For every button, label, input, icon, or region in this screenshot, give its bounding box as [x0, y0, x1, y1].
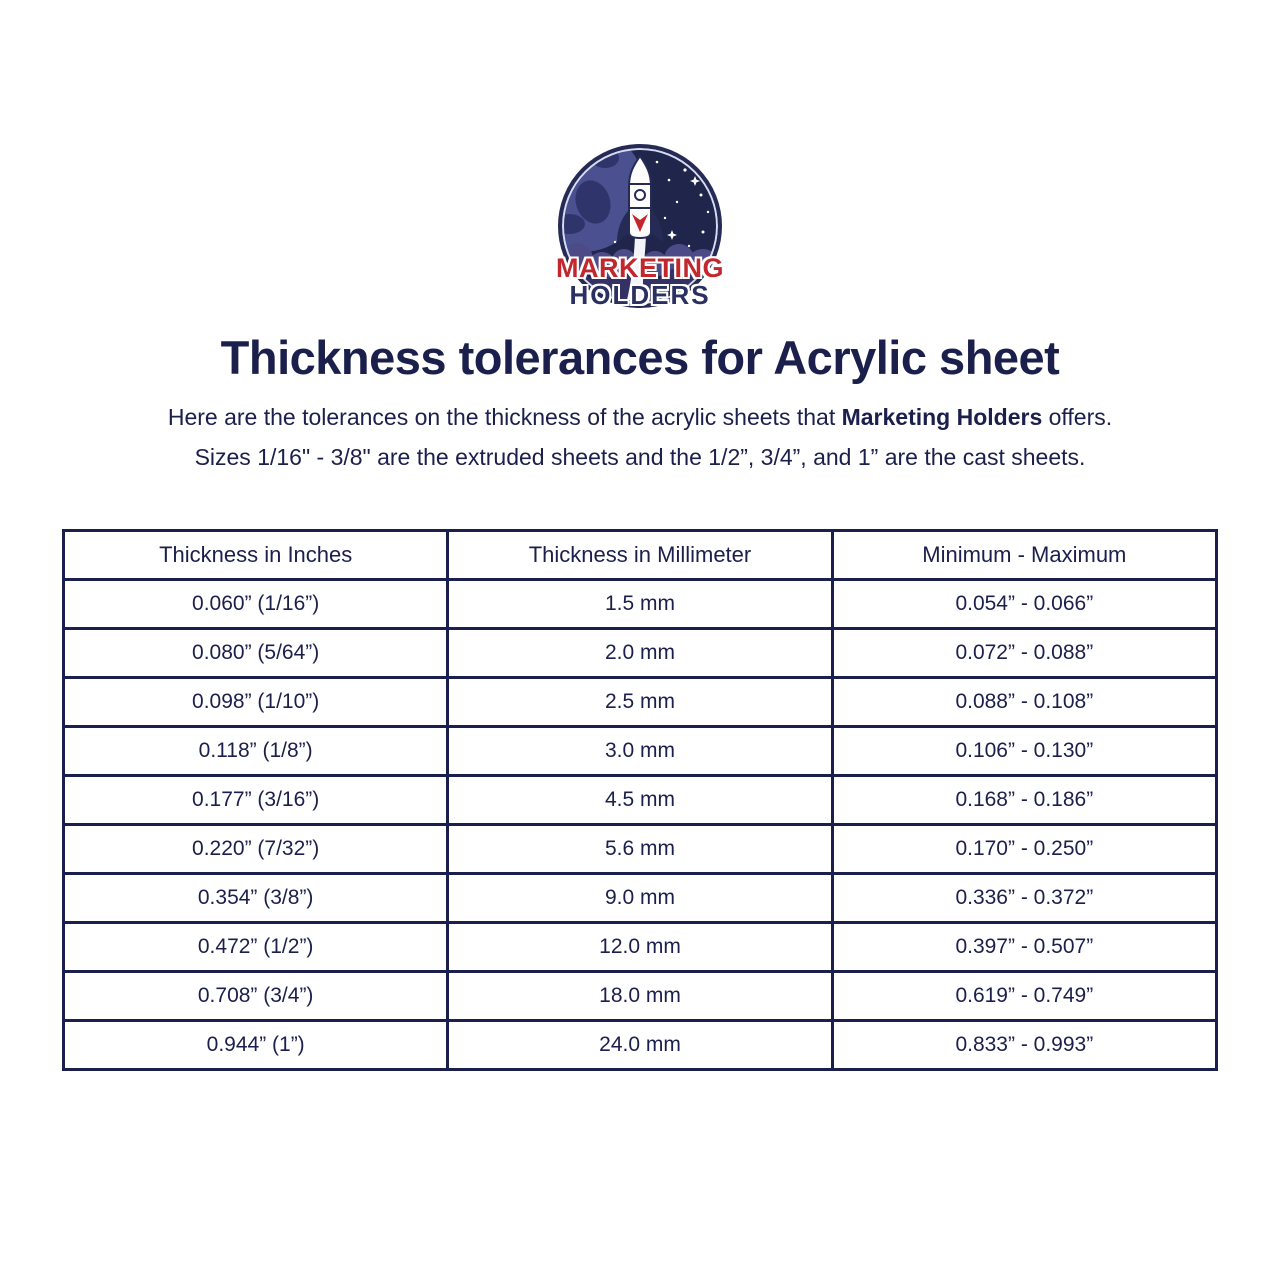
logo-rocket-globe-icon [558, 144, 722, 308]
cell-min-max: 0.088” - 0.108” [830, 676, 1219, 728]
table-row: 0.944” (1”) 24.0 mm 0.833” - 0.993” [61, 1019, 1219, 1071]
page-title: Thickness tolerances for Acrylic sheet [220, 331, 1060, 384]
table-row: 0.354” (3/8”) 9.0 mm 0.336” - 0.372” [61, 872, 1219, 924]
cell-min-max: 0.336” - 0.372” [830, 872, 1219, 924]
table-row: 0.080” (5/64”) 2.0 mm 0.072” - 0.088” [61, 627, 1219, 679]
intro-line-1-brand: Marketing Holders [841, 404, 1043, 430]
header-cell-min-max: Minimum - Maximum [830, 529, 1219, 581]
cell-min-max: 0.833” - 0.993” [830, 1019, 1219, 1071]
cell-min-max: 0.170” - 0.250” [830, 823, 1219, 875]
cell-inches: 0.220” (7/32”) [61, 823, 450, 875]
intro-line-2: Sizes 1/16" - 3/8" are the extruded shee… [194, 444, 1086, 470]
tolerance-table: Thickness in Inches Thickness in Millime… [61, 529, 1219, 1071]
cell-mm: 2.5 mm [446, 676, 834, 728]
intro-line-1: Here are the tolerances on the thickness… [0, 397, 1280, 437]
cell-inches: 0.177” (3/16”) [61, 774, 450, 826]
cell-mm: 1.5 mm [446, 578, 834, 630]
table-header-row: Thickness in Inches Thickness in Millime… [61, 529, 1219, 581]
cell-inches: 0.098” (1/10”) [61, 676, 450, 728]
cell-min-max: 0.168” - 0.186” [830, 774, 1219, 826]
cell-min-max: 0.054” - 0.066” [830, 578, 1219, 630]
cell-inches: 0.060” (1/16”) [61, 578, 450, 630]
cell-inches: 0.118” (1/8”) [61, 725, 450, 777]
cell-inches: 0.944” (1”) [61, 1019, 450, 1071]
intro-line-1-suffix: offers. [1042, 404, 1113, 430]
cell-mm: 4.5 mm [446, 774, 834, 826]
cell-mm: 12.0 mm [446, 921, 834, 973]
cell-inches: 0.354” (3/8”) [61, 872, 450, 924]
table-row: 0.220” (7/32”) 5.6 mm 0.170” - 0.250” [61, 823, 1219, 875]
cell-mm: 5.6 mm [446, 823, 834, 875]
intro-paragraph: Here are the tolerances on the thickness… [0, 397, 1280, 477]
table-row: 0.060” (1/16”) 1.5 mm 0.054” - 0.066” [61, 578, 1219, 630]
intro-line-1-prefix: Here are the tolerances on the thickness… [167, 404, 842, 430]
cell-mm: 3.0 mm [446, 725, 834, 777]
cell-mm: 2.0 mm [446, 627, 834, 679]
cell-min-max: 0.072” - 0.088” [830, 627, 1219, 679]
cell-min-max: 0.397” - 0.507” [830, 921, 1219, 973]
table-row: 0.098” (1/10”) 2.5 mm 0.088” - 0.108” [61, 676, 1219, 728]
cell-min-max: 0.619” - 0.749” [830, 970, 1219, 1022]
cell-inches: 0.708” (3/4”) [61, 970, 450, 1022]
logo-text-holders: HOLDERS [569, 280, 711, 310]
header-cell-millimeter: Thickness in Millimeter [446, 529, 834, 581]
logo-text-marketing: MARKETING [556, 253, 724, 283]
table-row: 0.118” (1/8”) 3.0 mm 0.106” - 0.130” [61, 725, 1219, 777]
cell-mm: 18.0 mm [446, 970, 834, 1022]
cell-inches: 0.472” (1/2”) [61, 921, 450, 973]
cell-mm: 24.0 mm [446, 1019, 834, 1071]
cell-inches: 0.080” (5/64”) [61, 627, 450, 679]
table-row: 0.708” (3/4”) 18.0 mm 0.619” - 0.749” [61, 970, 1219, 1022]
table-row: 0.177” (3/16”) 4.5 mm 0.168” - 0.186” [61, 774, 1219, 826]
cell-min-max: 0.106” - 0.130” [830, 725, 1219, 777]
header-cell-inches: Thickness in Inches [61, 529, 450, 581]
cell-mm: 9.0 mm [446, 872, 834, 924]
logo: MARKETING HOLDERS [545, 140, 735, 312]
table-row: 0.472” (1/2”) 12.0 mm 0.397” - 0.507” [61, 921, 1219, 973]
